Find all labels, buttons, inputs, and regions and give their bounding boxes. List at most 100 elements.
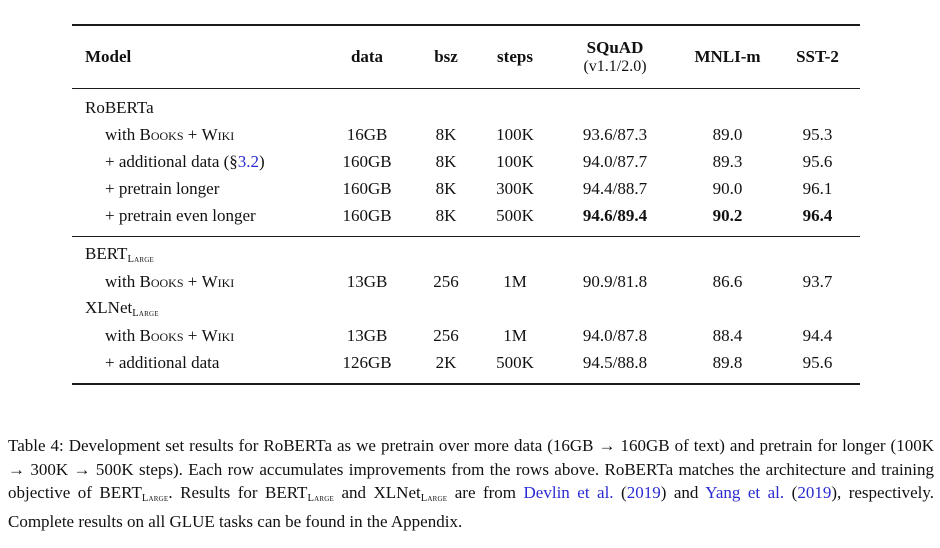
col-header-label: SST-2 (796, 46, 839, 66)
cell-mnli: 89.0 (712, 124, 743, 144)
cell-data: 126GB (342, 352, 392, 372)
cell-sst2: 95.6 (802, 352, 833, 372)
text-run: + (183, 271, 202, 291)
row-label: RoBERTa (72, 98, 322, 118)
smallcaps-text: Books (139, 325, 184, 345)
cell-data: 16GB (346, 124, 388, 144)
text-run: + (183, 325, 202, 345)
cell-steps: 500K (496, 352, 534, 372)
cell-bsz: 8K (435, 205, 457, 225)
section-row: BERTLarge (72, 236, 860, 268)
text-run: ) and (660, 483, 706, 502)
subscript-text: Large (141, 492, 169, 504)
smallcaps-text: Books (139, 124, 184, 144)
cell-squad: 90.9/81.8 (582, 271, 648, 291)
text-run: Table 4: Development set results for RoB… (8, 436, 934, 502)
cell-squad: 94.6/89.4 (582, 205, 648, 225)
cell-mnli: 90.2 (712, 205, 743, 225)
row-label: + pretrain even longer (72, 206, 322, 226)
cell-mnli: 89.8 (712, 352, 743, 372)
cell-sst2: 95.6 (802, 151, 833, 171)
cell-steps: 300K (496, 178, 534, 198)
text-run: BERT (85, 244, 128, 264)
subscript-text: Large (127, 253, 154, 265)
cell-bsz: 256 (433, 271, 459, 291)
text-run: ( (613, 483, 627, 502)
cell-data: 160GB (342, 151, 392, 171)
col-header-label: bsz (434, 46, 458, 66)
table-row: with Books + Wiki 16GB 8K 100K 93.6/87.3 89.0… (72, 121, 860, 148)
section-row: XLNetLarge (72, 295, 860, 322)
citation-link[interactable]: 2019 (797, 483, 832, 502)
col-header-sst2: SST-2 (775, 46, 860, 67)
cell-bsz: 2K (435, 352, 457, 372)
row-label: + pretrain longer (72, 179, 322, 199)
cell-bsz: 8K (435, 124, 457, 144)
citation-link[interactable]: Devlin et al. (523, 483, 614, 502)
table-body: RoBERTa with Books + Wiki 16GB 8K 100K 93.6/8… (72, 88, 860, 385)
subscript-text: Large (420, 492, 448, 504)
text-run: ) (259, 151, 265, 171)
text-run: + pretrain even longer (105, 205, 256, 225)
row-label: + additional data (72, 353, 322, 373)
text-run: . Results for BERT (168, 483, 308, 502)
cell-sst2: 93.7 (802, 271, 833, 291)
cell-sst2: 96.1 (802, 178, 833, 198)
table-row: + pretrain even longer 160GB 8K 500K 94.6/89… (72, 202, 860, 229)
cell-mnli: 88.4 (712, 325, 743, 345)
cell-mnli: 86.6 (712, 271, 743, 291)
col-header-bsz: bsz (412, 46, 480, 67)
cell-squad: 94.5/88.8 (582, 352, 648, 372)
table-row: with Books + Wiki 13GB 256 1M 94.0/87.8 88.4 9… (72, 322, 860, 349)
cell-sst2: 94.4 (802, 325, 833, 345)
cell-steps: 500K (496, 205, 534, 225)
cell-steps: 1M (503, 271, 527, 291)
cell-steps: 100K (496, 151, 534, 171)
section-row: RoBERTa (72, 94, 860, 121)
col-header-mnli: MNLI-m (680, 46, 775, 67)
text-run: RoBERTa (85, 97, 154, 117)
text-run: + pretrain longer (105, 178, 220, 198)
text-run: with (105, 124, 140, 144)
col-header-sublabel: (v1.1/2.0) (583, 57, 647, 75)
cell-data: 13GB (346, 325, 388, 345)
cell-bsz: 8K (435, 178, 457, 198)
table-row: + pretrain longer 160GB 8K 300K 94.4/88.7 90.… (72, 175, 860, 202)
citation-link[interactable]: 2019 (626, 483, 661, 502)
col-header-label: Model (85, 46, 132, 66)
row-label: + additional data (§3.2) (72, 152, 322, 172)
cell-data: 160GB (342, 205, 392, 225)
table-row: + additional data 126GB 2K 500K 94.5/88.8 89.… (72, 349, 860, 376)
text-run: XLNet (85, 298, 133, 318)
citation-link[interactable]: 3.2 (237, 151, 260, 171)
col-header-steps: steps (480, 47, 550, 67)
cell-data: 160GB (342, 178, 392, 198)
smallcaps-text: Wiki (201, 271, 235, 291)
cell-mnli: 89.3 (712, 151, 743, 171)
col-header-label: MNLI-m (694, 46, 761, 66)
smallcaps-text: Wiki (201, 124, 235, 144)
cell-steps: 100K (496, 124, 534, 144)
results-table: Model data bsz steps SQuAD (v1.1/2.0) MNLI-m SS… (72, 24, 860, 385)
text-run: + additional data (105, 352, 220, 372)
text-run: ), respectively. Complete results on all… (8, 483, 934, 532)
text-run: and XLNet (333, 483, 421, 502)
cell-bsz: 256 (433, 325, 459, 345)
subscript-text: Large (132, 307, 159, 319)
col-header-data: data (322, 47, 412, 67)
col-header-squad: SQuAD (v1.1/2.0) (550, 37, 680, 75)
col-header-label: SQuAD (586, 37, 644, 57)
text-run: are from (447, 483, 524, 502)
smallcaps-text: Books (139, 271, 184, 291)
citation-link[interactable]: Yang et al. (705, 483, 785, 502)
cell-bsz: 8K (435, 151, 457, 171)
subscript-text: Large (307, 492, 334, 504)
smallcaps-text: Wiki (201, 325, 235, 345)
cell-data: 13GB (346, 271, 388, 291)
cell-steps: 1M (503, 325, 527, 345)
row-label: with Books + Wiki (72, 326, 322, 346)
table-caption: Table 4: Development set results for RoB… (8, 434, 934, 534)
text-run: + additional data (§ (105, 151, 238, 171)
cell-squad: 94.0/87.8 (582, 325, 648, 345)
cell-squad: 94.4/88.7 (582, 178, 648, 198)
